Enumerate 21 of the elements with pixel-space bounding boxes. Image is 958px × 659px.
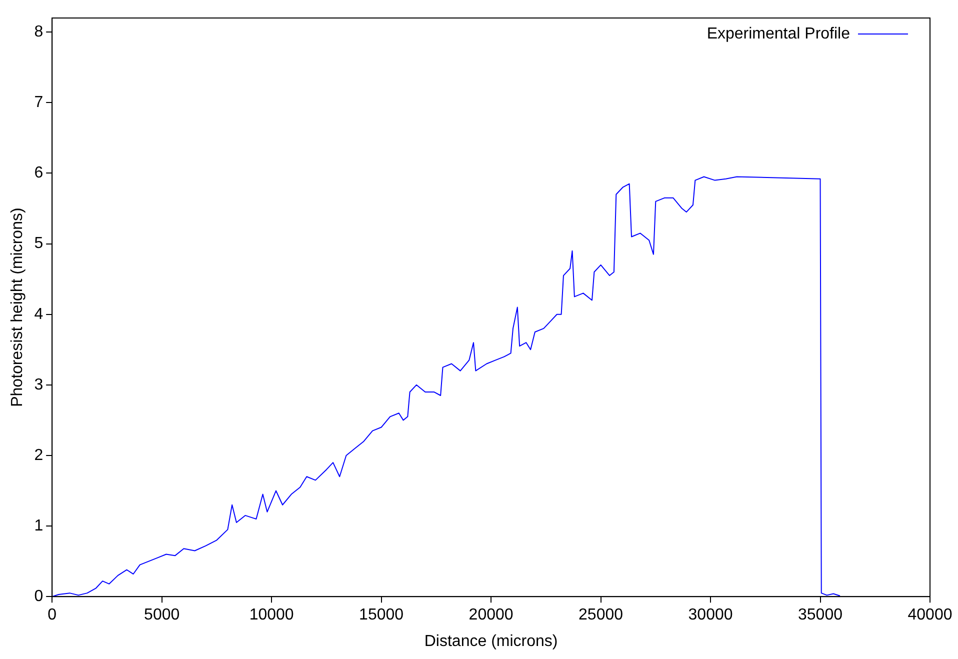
y-tick-label: 5 [34,235,44,252]
y-tick-label: 2 [34,446,44,464]
x-tick-label: 40000 [908,606,952,624]
x-tick-label: 10000 [249,606,294,624]
y-tick-label: 6 [34,164,44,182]
y-tick-label: 4 [34,306,44,323]
x-tick-label: 15000 [359,606,404,624]
y-tick-label: 1 [34,517,44,534]
x-axis-title: Distance (microns) [424,632,558,650]
x-tick-label: 35000 [798,606,843,624]
y-tick-label: 3 [34,376,44,394]
y-axis-title: Photoresist height (microns) [9,208,26,407]
y-tick-label: 0 [34,588,44,606]
y-tick-label: 8 [34,24,44,41]
y-tick-label: 7 [34,94,44,112]
legend-label: Experimental Profile [706,25,850,42]
x-tick-label: 20000 [468,606,514,624]
x-tick-label: 5000 [144,606,180,624]
x-tick-label: 0 [48,606,57,624]
x-tick-label: 25000 [578,606,624,624]
x-tick-label: 30000 [688,606,733,624]
